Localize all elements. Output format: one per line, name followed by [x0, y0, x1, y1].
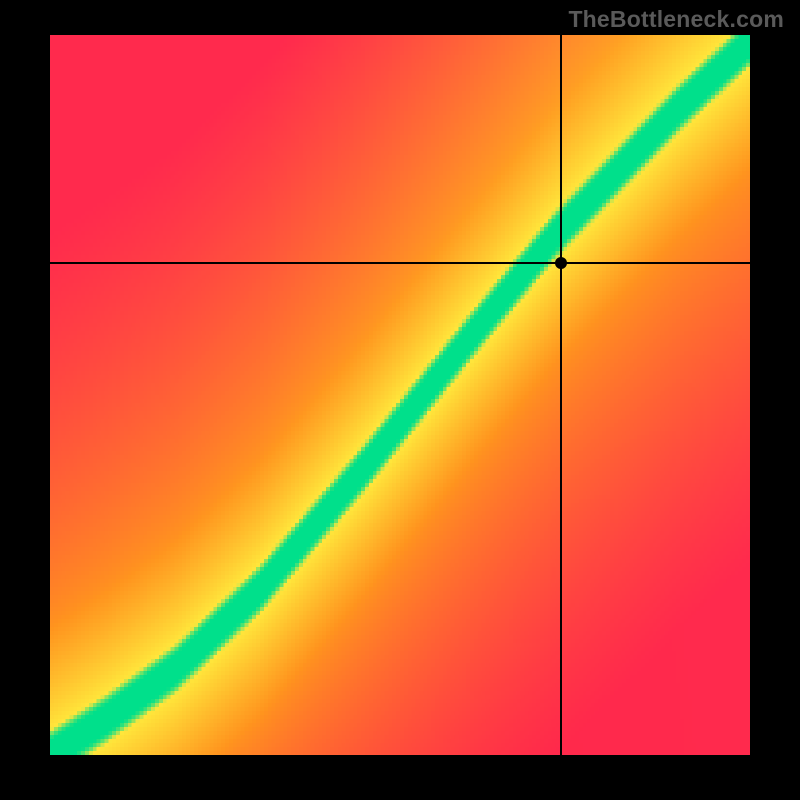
chart-container: TheBottleneck.com: [0, 0, 800, 800]
heatmap-plot: [50, 35, 750, 755]
watermark-text: TheBottleneck.com: [568, 6, 784, 33]
crosshair-horizontal: [50, 262, 750, 264]
heatmap-canvas: [50, 35, 750, 755]
crosshair-vertical: [560, 35, 562, 755]
